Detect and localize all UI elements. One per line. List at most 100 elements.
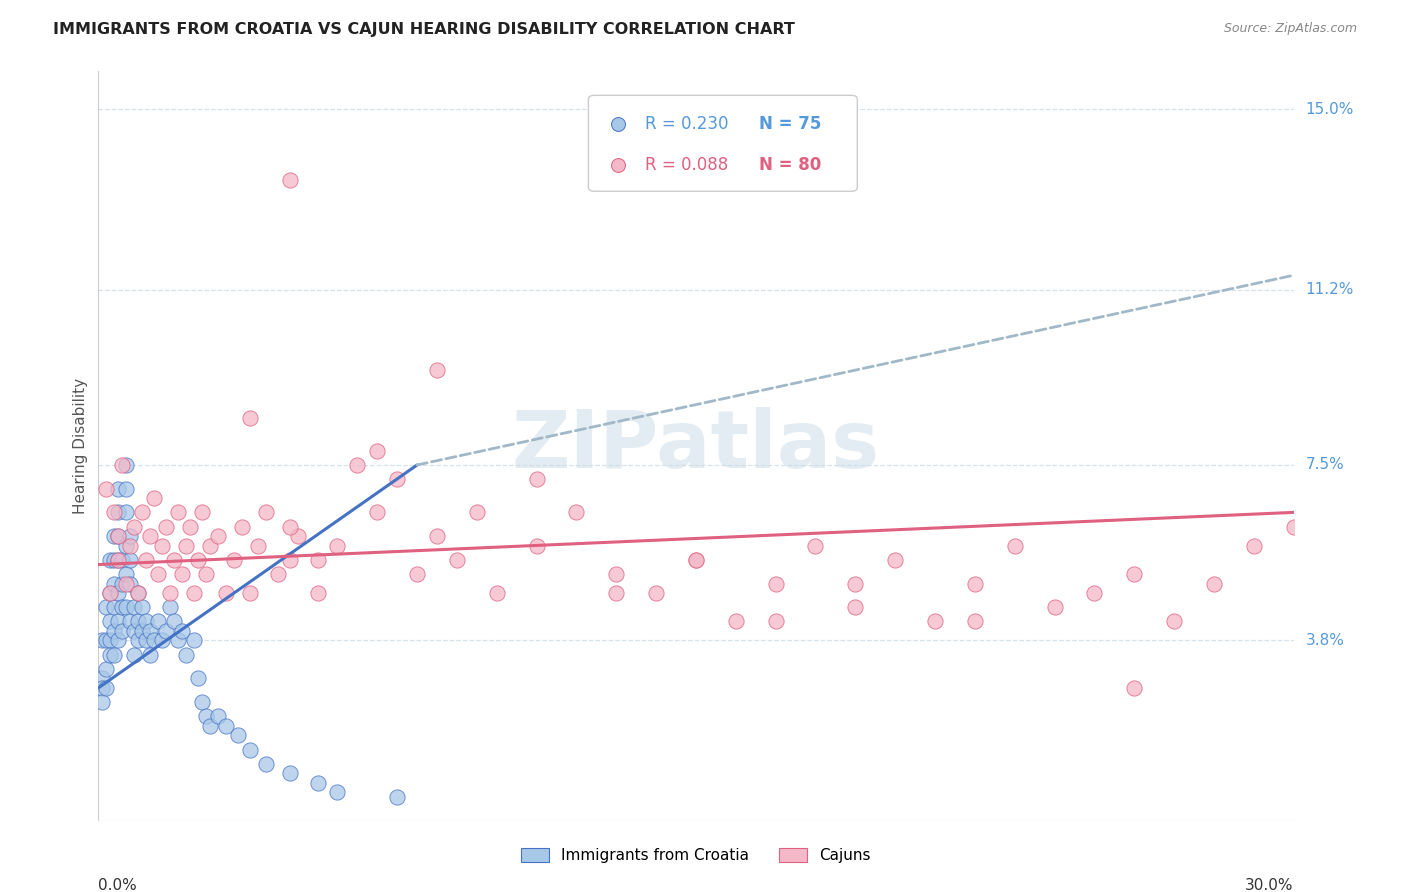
Point: [765, 615, 787, 629]
Point: [326, 785, 349, 799]
Point: [963, 576, 986, 591]
Text: Hearing Disability: Hearing Disability: [73, 378, 89, 514]
Point: [127, 586, 149, 600]
Point: [366, 505, 388, 519]
Point: [346, 458, 368, 472]
Point: [139, 624, 162, 638]
Point: [111, 600, 134, 615]
Point: [1282, 519, 1305, 533]
Point: [485, 586, 508, 600]
Point: [131, 624, 153, 638]
Point: [120, 576, 142, 591]
Point: [120, 529, 142, 543]
Point: [278, 766, 301, 780]
Point: [103, 529, 125, 543]
Point: [139, 529, 162, 543]
Point: [526, 472, 548, 486]
Point: [150, 633, 173, 648]
Point: [191, 505, 214, 519]
Point: [148, 567, 170, 582]
Point: [124, 519, 146, 533]
Point: [183, 633, 205, 648]
Point: [135, 633, 157, 648]
Text: Source: ZipAtlas.com: Source: ZipAtlas.com: [1223, 22, 1357, 36]
Point: [115, 600, 138, 615]
Point: [267, 567, 290, 582]
Point: [107, 529, 129, 543]
Point: [278, 553, 301, 567]
Point: [155, 519, 177, 533]
Text: 3.8%: 3.8%: [1306, 633, 1344, 648]
Point: [115, 576, 138, 591]
Point: [111, 553, 134, 567]
Text: R = 0.088: R = 0.088: [644, 156, 728, 175]
Point: [107, 505, 129, 519]
Point: [115, 539, 138, 553]
Point: [91, 633, 114, 648]
Point: [198, 719, 221, 733]
Point: [96, 662, 118, 676]
Point: [924, 615, 946, 629]
Text: N = 80: N = 80: [759, 156, 821, 175]
Point: [148, 615, 170, 629]
Point: [1123, 681, 1146, 695]
Point: [222, 553, 245, 567]
Point: [124, 624, 146, 638]
Point: [187, 553, 209, 567]
Point: [1043, 600, 1066, 615]
Point: [174, 539, 197, 553]
Point: [172, 567, 194, 582]
Point: [120, 539, 142, 553]
Point: [103, 624, 125, 638]
Point: [565, 505, 588, 519]
Point: [685, 553, 707, 567]
Point: [96, 482, 118, 496]
Point: [231, 519, 253, 533]
Point: [107, 529, 129, 543]
Point: [226, 728, 249, 742]
Point: [155, 624, 177, 638]
Point: [103, 505, 125, 519]
FancyBboxPatch shape: [589, 95, 858, 191]
Point: [239, 586, 262, 600]
Point: [131, 600, 153, 615]
Text: 30.0%: 30.0%: [1246, 878, 1294, 892]
Text: 0.0%: 0.0%: [98, 878, 138, 892]
Point: [183, 586, 205, 600]
Point: [143, 491, 166, 505]
Point: [239, 410, 262, 425]
Point: [107, 586, 129, 600]
Point: [207, 529, 229, 543]
Point: [406, 567, 429, 582]
Point: [91, 695, 114, 709]
Point: [98, 553, 122, 567]
Point: [191, 695, 214, 709]
Point: [239, 742, 262, 756]
Point: [605, 567, 627, 582]
Point: [195, 709, 218, 723]
Point: [103, 600, 125, 615]
Point: [98, 615, 122, 629]
Point: [159, 586, 181, 600]
Point: [246, 539, 269, 553]
Point: [187, 672, 209, 686]
Point: [195, 567, 218, 582]
Point: [127, 615, 149, 629]
Point: [1123, 567, 1146, 582]
Text: 15.0%: 15.0%: [1306, 102, 1354, 117]
Point: [326, 539, 349, 553]
Point: [254, 505, 277, 519]
Point: [91, 681, 114, 695]
Point: [385, 472, 409, 486]
Point: [685, 553, 707, 567]
Point: [139, 648, 162, 662]
Point: [366, 443, 388, 458]
Point: [844, 600, 866, 615]
Point: [287, 529, 309, 543]
Point: [96, 600, 118, 615]
Text: 7.5%: 7.5%: [1306, 458, 1344, 473]
Point: [1202, 576, 1225, 591]
Point: [963, 615, 986, 629]
Text: 11.2%: 11.2%: [1306, 282, 1354, 297]
Point: [107, 482, 129, 496]
